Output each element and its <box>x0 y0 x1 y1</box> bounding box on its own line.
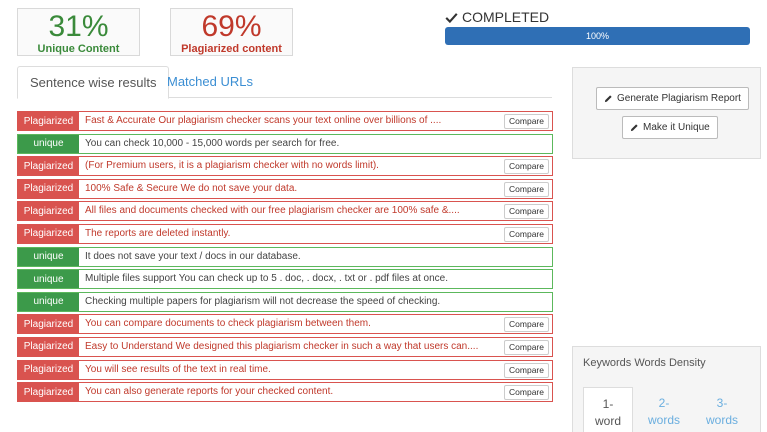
compare-button[interactable]: Compare <box>504 226 549 242</box>
keywords-density-title: Keywords Words Density <box>583 357 706 369</box>
unique-badge: unique <box>18 270 79 289</box>
compare-button[interactable]: Compare <box>504 204 549 220</box>
compare-button[interactable]: Compare <box>504 362 549 378</box>
plagiarized-badge: Plagiarized <box>18 179 79 198</box>
compare-button[interactable]: Compare <box>504 114 549 129</box>
keywords-tabs: 1- word 2- words 3- words <box>583 387 753 432</box>
result-sentence: You can also generate reports for your c… <box>85 386 334 398</box>
result-sentence: 100% Safe & Secure We do not save your d… <box>85 182 298 194</box>
progress-fill: 100% <box>445 27 750 45</box>
plagiarized-badge: Plagiarized <box>18 337 79 356</box>
tab-sentence-wise-results[interactable]: Sentence wise results <box>17 66 170 99</box>
results-list: Plagiarized Fast & Accurate Our plagiaris… <box>17 111 553 405</box>
result-row: Plagiarized All files and documents check… <box>17 201 553 222</box>
result-row: Plagiarized Fast & Accurate Our plagiaris… <box>17 111 553 131</box>
plagiarized-badge: Plagiarized <box>18 112 79 130</box>
result-row: unique It does not save your text / docs … <box>17 246 553 267</box>
result-row: Plagiarized 100% Safe & Secure We do not … <box>17 178 553 199</box>
result-row: Plagiarized The reports are deleted insta… <box>17 223 553 244</box>
keywords-density-panel: Keywords Words Density 1- word 2- words … <box>572 346 761 432</box>
status-label: COMPLETED <box>462 9 550 25</box>
report-panel: Generate Plagiarism Report Make it Uniqu… <box>572 67 761 159</box>
result-row: Plagiarized You will see results of the t… <box>17 359 553 380</box>
tab-line2: words <box>647 413 680 427</box>
result-sentence: You can compare documents to check plagi… <box>85 318 371 330</box>
compare-button[interactable]: Compare <box>504 159 549 175</box>
plagiarized-badge: Plagiarized <box>18 202 79 221</box>
tab-line1: 1- <box>602 397 614 411</box>
result-row: Plagiarized (For Premium users, it is a p… <box>17 156 553 177</box>
plagiarized-badge: Plagiarized <box>18 315 79 334</box>
result-row: Plagiarized You can also generate reports… <box>17 382 553 403</box>
plagiarized-label: Plagiarized content <box>181 43 282 55</box>
make-unique-button[interactable]: Make it Unique <box>622 116 718 139</box>
tab-matched-urls[interactable]: Matched URLs <box>167 74 253 89</box>
result-sentence: Easy to Understand We designed this plag… <box>85 340 479 352</box>
unique-badge: unique <box>18 134 79 153</box>
plagiarized-percent: 69% <box>201 10 262 43</box>
result-sentence: All files and documents checked with our… <box>85 205 460 217</box>
result-sentence: You will see results of the text in real… <box>85 363 271 375</box>
unique-label: Unique Content <box>37 43 120 55</box>
tab-2-words[interactable]: 2- words <box>639 387 689 429</box>
plagiarized-badge: Plagiarized <box>18 383 79 402</box>
plagiarized-badge: Plagiarized <box>18 360 79 379</box>
compare-button[interactable]: Compare <box>504 385 549 401</box>
result-sentence: The reports are deleted instantly. <box>85 227 231 239</box>
tab-line2: words <box>705 413 738 427</box>
unique-percent: 31% <box>48 10 109 43</box>
result-sentence: Checking multiple papers for plagiarism … <box>85 295 441 307</box>
make-unique-label: Make it Unique <box>643 122 710 133</box>
generate-report-button[interactable]: Generate Plagiarism Report <box>596 87 749 110</box>
result-sentence: Multiple files support You can check up … <box>85 273 448 285</box>
tab-line2: word <box>594 414 621 428</box>
completed-status: COMPLETED <box>445 9 549 25</box>
result-sentence: You can check 10,000 - 15,000 words per … <box>85 137 340 149</box>
result-row: unique Checking multiple papers for plagi… <box>17 291 553 312</box>
tab-3-words[interactable]: 3- words <box>697 387 747 429</box>
plagiarized-badge: Plagiarized <box>18 157 79 176</box>
compare-button[interactable]: Compare <box>504 317 549 333</box>
result-sentence: (For Premium users, it is a plagiarism c… <box>85 160 379 172</box>
result-row: Plagiarized Easy to Understand We designe… <box>17 336 553 357</box>
unique-content-stat: 31% Unique Content <box>17 8 140 56</box>
unique-badge: unique <box>18 247 79 266</box>
plagiarized-badge: Plagiarized <box>18 224 79 243</box>
tab-line1: 2- <box>658 396 670 410</box>
result-sentence: Fast & Accurate Our plagiarism checker s… <box>85 115 442 126</box>
check-icon <box>445 12 458 23</box>
result-row: unique Multiple files support You can che… <box>17 269 553 290</box>
results-tabs: Sentence wise results Matched URLs <box>17 66 552 99</box>
compare-button[interactable]: Compare <box>504 339 549 355</box>
generate-report-label: Generate Plagiarism Report <box>617 93 741 104</box>
result-sentence: It does not save your text / docs in our… <box>85 250 301 262</box>
pencil-icon <box>604 95 612 103</box>
result-row: unique You can check 10,000 - 15,000 word… <box>17 133 553 154</box>
unique-badge: unique <box>18 292 79 311</box>
result-row: Plagiarized You can compare documents to … <box>17 314 553 335</box>
compare-button[interactable]: Compare <box>504 181 549 197</box>
pencil-icon <box>630 124 638 132</box>
tab-line1: 3- <box>716 396 728 410</box>
progress-bar: 100% <box>445 27 750 45</box>
tab-1-word[interactable]: 1- word <box>583 387 633 432</box>
plagiarized-content-stat: 69% Plagiarized content <box>170 8 293 56</box>
